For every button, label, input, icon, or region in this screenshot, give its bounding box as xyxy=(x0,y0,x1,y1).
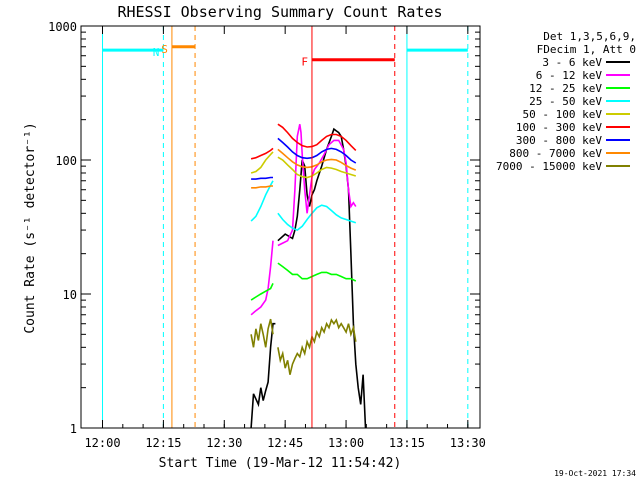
series-line xyxy=(250,147,274,160)
series-line xyxy=(277,262,357,282)
y-tick-label: 1 xyxy=(70,422,77,436)
annotation-label: S xyxy=(161,43,168,56)
legend-entry-label: 100 - 300 keV xyxy=(516,121,602,134)
annotation-label: N xyxy=(153,46,160,59)
y-axis-label: Count Rate (s⁻¹ detector⁻¹) xyxy=(23,122,38,333)
y-tick-label: 1000 xyxy=(48,20,77,34)
series-line xyxy=(250,322,276,429)
legend-header: FDecim 1, Att 0 xyxy=(537,43,636,56)
series-line xyxy=(277,148,357,171)
y-tick-label: 10 xyxy=(63,288,77,302)
series-line xyxy=(277,123,357,151)
legend-entry-label: 25 - 50 keV xyxy=(529,95,602,108)
legend-entry-label: 6 - 12 keV xyxy=(536,69,603,82)
x-tick-label: 12:00 xyxy=(84,436,120,450)
series-line xyxy=(251,176,273,180)
legend-header: Det 1,3,5,6,9, xyxy=(543,30,636,43)
legend-entry-label: 12 - 25 keV xyxy=(529,82,602,95)
annotation-label: F xyxy=(301,56,308,69)
plot-frame xyxy=(80,25,481,429)
x-axis-label: Start Time (19-Mar-12 11:54:42) xyxy=(159,456,402,471)
x-tick-label: 13:00 xyxy=(328,436,364,450)
x-tick-label: 12:45 xyxy=(267,436,303,450)
x-tick-label: 13:30 xyxy=(450,436,486,450)
series-line xyxy=(277,137,357,164)
series-line xyxy=(251,185,273,189)
x-tick-label: 13:15 xyxy=(389,436,425,450)
footer-timestamp: 19-Oct-2021 17:34 xyxy=(554,469,636,478)
legend-entry-label: 800 - 7000 keV xyxy=(509,147,602,160)
series-line xyxy=(277,156,357,179)
legend-entry-label: 3 - 6 keV xyxy=(542,56,602,69)
series-line xyxy=(250,318,274,348)
x-tick-label: 12:15 xyxy=(145,436,181,450)
series-line xyxy=(250,151,274,174)
series-line xyxy=(250,240,274,316)
legend-entry-label: 7000 - 15000 keV xyxy=(496,160,602,173)
legend-entry-label: 50 - 100 keV xyxy=(523,108,603,121)
chart-title: RHESSI Observing Summary Count Rates xyxy=(117,3,442,21)
series-line xyxy=(277,124,357,247)
y-tick-label: 100 xyxy=(55,154,77,168)
series-line xyxy=(277,318,357,375)
series-line xyxy=(277,204,357,232)
legend-entry-label: 300 - 800 keV xyxy=(516,134,602,147)
series-line xyxy=(250,180,274,222)
series-line xyxy=(250,283,274,301)
x-tick-label: 12:30 xyxy=(206,436,242,450)
